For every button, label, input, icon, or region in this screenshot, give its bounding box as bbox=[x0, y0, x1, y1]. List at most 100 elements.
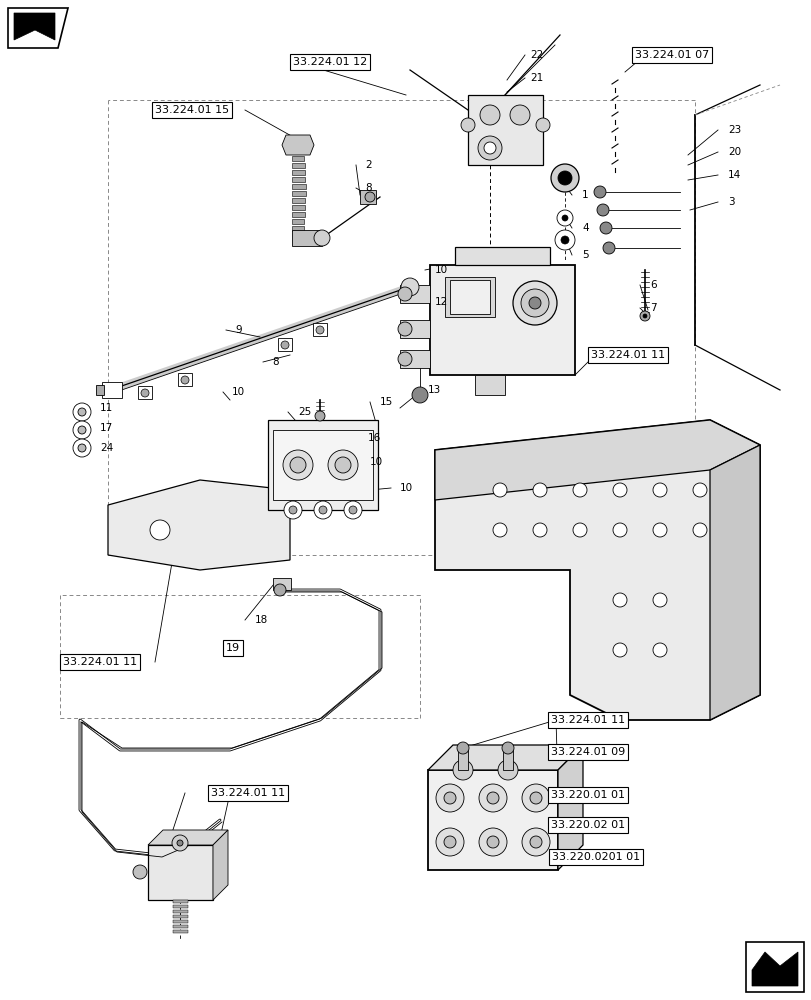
Circle shape bbox=[289, 506, 297, 514]
Circle shape bbox=[513, 281, 556, 325]
Text: 9: 9 bbox=[234, 325, 242, 335]
Circle shape bbox=[453, 760, 473, 780]
Circle shape bbox=[612, 643, 626, 657]
Bar bbox=[292, 198, 305, 203]
Circle shape bbox=[315, 411, 324, 421]
Circle shape bbox=[73, 421, 91, 439]
Circle shape bbox=[487, 836, 499, 848]
Circle shape bbox=[594, 186, 605, 198]
Text: 14: 14 bbox=[727, 170, 740, 180]
Circle shape bbox=[461, 118, 474, 132]
Circle shape bbox=[181, 376, 189, 384]
Bar bbox=[148, 845, 212, 900]
Circle shape bbox=[487, 792, 499, 804]
Text: 33.220.02 01: 33.220.02 01 bbox=[550, 820, 624, 830]
Circle shape bbox=[73, 403, 91, 421]
Circle shape bbox=[78, 444, 86, 452]
Circle shape bbox=[603, 242, 614, 254]
Circle shape bbox=[273, 584, 285, 596]
Bar bbox=[272, 430, 372, 500]
Text: 16: 16 bbox=[367, 433, 381, 443]
Text: 19: 19 bbox=[225, 643, 240, 653]
Circle shape bbox=[397, 322, 411, 336]
Circle shape bbox=[521, 289, 548, 317]
Polygon shape bbox=[8, 8, 68, 48]
Polygon shape bbox=[14, 13, 55, 40]
Text: 33.224.01 12: 33.224.01 12 bbox=[293, 57, 367, 67]
Circle shape bbox=[314, 230, 329, 246]
Text: 33.224.01 11: 33.224.01 11 bbox=[550, 715, 624, 725]
Circle shape bbox=[283, 450, 312, 480]
Bar bbox=[272, 578, 290, 590]
Circle shape bbox=[492, 483, 506, 497]
Bar bbox=[293, 135, 304, 140]
Bar bbox=[292, 163, 304, 168]
Bar bbox=[502, 750, 513, 770]
Text: 22: 22 bbox=[530, 50, 543, 60]
Bar bbox=[427, 770, 557, 870]
Circle shape bbox=[335, 457, 350, 473]
Bar bbox=[292, 230, 322, 246]
Bar bbox=[102, 382, 122, 398]
Bar bbox=[457, 750, 467, 770]
Circle shape bbox=[478, 136, 501, 160]
Bar bbox=[292, 191, 306, 196]
Bar bbox=[292, 170, 305, 175]
Bar bbox=[400, 285, 430, 303]
Circle shape bbox=[78, 426, 86, 434]
Circle shape bbox=[561, 215, 568, 221]
Circle shape bbox=[150, 520, 169, 540]
Text: 21: 21 bbox=[530, 73, 543, 83]
Circle shape bbox=[521, 828, 549, 856]
Bar bbox=[173, 920, 188, 923]
Text: 33.224.01 09: 33.224.01 09 bbox=[550, 747, 624, 757]
Polygon shape bbox=[435, 420, 759, 500]
Bar bbox=[400, 320, 430, 338]
Bar bbox=[173, 915, 188, 918]
Bar bbox=[312, 323, 327, 336]
Text: 33.224.01 11: 33.224.01 11 bbox=[590, 350, 664, 360]
Bar bbox=[292, 177, 305, 182]
Bar bbox=[138, 386, 152, 399]
Bar bbox=[359, 190, 375, 204]
Circle shape bbox=[532, 483, 547, 497]
Circle shape bbox=[692, 483, 706, 497]
Polygon shape bbox=[212, 830, 228, 900]
Circle shape bbox=[596, 204, 608, 216]
Bar bbox=[745, 942, 803, 992]
Circle shape bbox=[612, 593, 626, 607]
Text: 33.220.01 01: 33.220.01 01 bbox=[551, 790, 624, 800]
Circle shape bbox=[530, 836, 541, 848]
Bar bbox=[96, 385, 104, 395]
Circle shape bbox=[78, 408, 86, 416]
Circle shape bbox=[344, 501, 362, 519]
Text: 13: 13 bbox=[427, 385, 440, 395]
Circle shape bbox=[319, 506, 327, 514]
Circle shape bbox=[573, 483, 586, 497]
Text: 8: 8 bbox=[365, 183, 371, 193]
Bar bbox=[467, 95, 543, 165]
Bar bbox=[474, 375, 504, 395]
Bar bbox=[292, 226, 303, 231]
Text: 10: 10 bbox=[400, 483, 413, 493]
Text: 12: 12 bbox=[435, 297, 448, 307]
Bar bbox=[277, 338, 292, 351]
Text: 33.224.01 07: 33.224.01 07 bbox=[634, 50, 708, 60]
Circle shape bbox=[483, 142, 496, 154]
Bar bbox=[430, 265, 574, 375]
Circle shape bbox=[521, 784, 549, 812]
Bar bbox=[454, 247, 549, 265]
Circle shape bbox=[436, 784, 463, 812]
Circle shape bbox=[73, 439, 91, 457]
Text: 4: 4 bbox=[581, 223, 588, 233]
Bar bbox=[400, 350, 430, 368]
Polygon shape bbox=[281, 135, 314, 155]
Circle shape bbox=[551, 164, 578, 192]
Circle shape bbox=[528, 297, 540, 309]
Text: 3: 3 bbox=[727, 197, 734, 207]
Circle shape bbox=[365, 192, 375, 202]
Circle shape bbox=[556, 210, 573, 226]
Text: 20: 20 bbox=[727, 147, 740, 157]
Text: 33.224.01 11: 33.224.01 11 bbox=[211, 788, 285, 798]
Circle shape bbox=[141, 389, 148, 397]
